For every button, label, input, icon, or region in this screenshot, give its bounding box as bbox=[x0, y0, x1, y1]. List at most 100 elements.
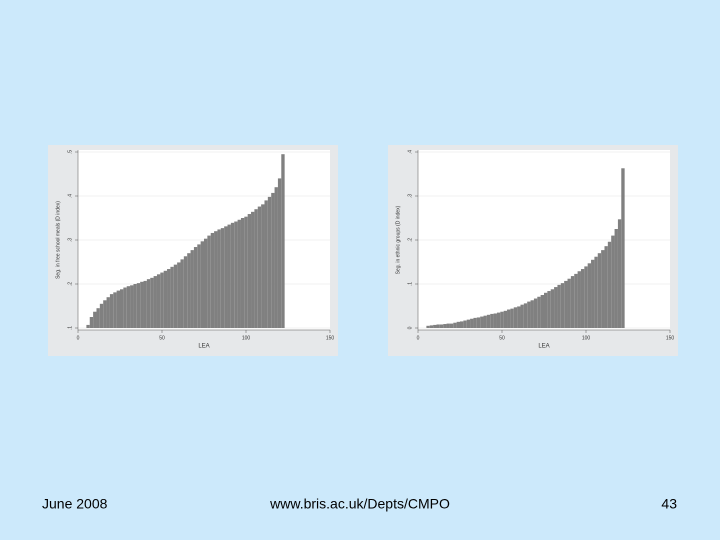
bar bbox=[224, 226, 228, 328]
bar bbox=[601, 250, 605, 328]
bar bbox=[244, 216, 248, 328]
bar bbox=[126, 286, 131, 328]
bar bbox=[473, 317, 477, 328]
x-tick-label: 0 bbox=[77, 335, 80, 341]
y-tick-label: .3 bbox=[67, 238, 73, 242]
bar bbox=[594, 256, 598, 328]
bar bbox=[167, 269, 171, 328]
bar bbox=[240, 218, 245, 328]
footer-url: www.bris.ac.uk/Depts/CMPO bbox=[269, 496, 450, 512]
bar bbox=[123, 287, 127, 328]
bar bbox=[443, 324, 447, 328]
bar bbox=[540, 295, 544, 328]
y-axis-label: Seg. in ethnic groups (D index) bbox=[395, 205, 401, 274]
bar bbox=[463, 320, 467, 328]
bar bbox=[140, 281, 144, 328]
bar bbox=[520, 304, 524, 328]
y-tick-label: .1 bbox=[67, 326, 73, 330]
bar bbox=[170, 266, 174, 328]
bar bbox=[577, 271, 581, 328]
bar bbox=[500, 311, 504, 328]
bar bbox=[607, 241, 612, 328]
y-tick-label: .4 bbox=[407, 150, 413, 154]
bar bbox=[591, 259, 595, 328]
bar bbox=[433, 324, 437, 328]
bar bbox=[190, 250, 194, 328]
bar bbox=[143, 280, 147, 328]
bar bbox=[456, 321, 460, 328]
bar bbox=[277, 178, 282, 328]
bar bbox=[193, 247, 198, 328]
x-axis-label: LEA bbox=[198, 344, 209, 350]
bar bbox=[281, 154, 285, 328]
bar bbox=[116, 290, 120, 328]
bar bbox=[621, 168, 625, 328]
bar bbox=[109, 294, 114, 328]
bar bbox=[264, 200, 268, 328]
bar bbox=[271, 192, 275, 328]
bar bbox=[197, 244, 201, 328]
bar bbox=[177, 262, 181, 328]
bar bbox=[251, 211, 255, 328]
bar bbox=[614, 229, 618, 328]
bar bbox=[436, 324, 440, 328]
bar bbox=[486, 314, 491, 328]
bar bbox=[587, 263, 592, 328]
footer-date: June 2008 bbox=[42, 496, 108, 512]
bar bbox=[503, 310, 508, 328]
bar bbox=[173, 264, 178, 328]
bar bbox=[476, 317, 481, 328]
x-tick-label: 0 bbox=[417, 335, 420, 341]
bar bbox=[439, 324, 444, 328]
y-tick-label: .2 bbox=[407, 238, 413, 242]
bar bbox=[510, 308, 514, 328]
bar bbox=[597, 253, 602, 328]
bar bbox=[550, 289, 555, 328]
bar bbox=[200, 241, 204, 328]
bar bbox=[429, 325, 434, 328]
bar bbox=[150, 277, 154, 328]
bar bbox=[611, 235, 615, 328]
bar bbox=[207, 235, 211, 328]
bar bbox=[527, 301, 531, 328]
bar bbox=[537, 296, 541, 328]
bar bbox=[480, 316, 484, 328]
bar bbox=[274, 187, 278, 328]
x-tick-label: 150 bbox=[666, 335, 675, 341]
bar bbox=[533, 298, 538, 328]
y-tick-label: 0 bbox=[407, 326, 413, 329]
x-tick-label: 50 bbox=[499, 335, 505, 341]
bar bbox=[547, 291, 551, 328]
x-tick-label: 150 bbox=[326, 335, 335, 341]
x-tick-label: 100 bbox=[582, 335, 591, 341]
bar bbox=[247, 214, 252, 328]
bar bbox=[257, 206, 262, 328]
bar bbox=[227, 224, 231, 328]
bar bbox=[160, 272, 164, 328]
bar bbox=[254, 209, 258, 328]
bar bbox=[544, 292, 548, 328]
bar bbox=[617, 219, 622, 328]
y-tick-label: .1 bbox=[407, 282, 413, 286]
bar bbox=[220, 228, 225, 328]
bar bbox=[517, 306, 521, 328]
bar bbox=[580, 269, 585, 328]
bar bbox=[217, 229, 221, 328]
bar bbox=[96, 308, 100, 328]
bar bbox=[567, 278, 571, 328]
bar bbox=[267, 196, 272, 328]
x-tick-label: 100 bbox=[242, 335, 251, 341]
bar bbox=[163, 270, 168, 328]
bar bbox=[426, 325, 430, 328]
y-tick-label: .3 bbox=[407, 194, 413, 198]
bar bbox=[523, 303, 528, 328]
bar bbox=[214, 231, 218, 328]
bar bbox=[570, 276, 575, 328]
bar bbox=[554, 287, 558, 328]
bar bbox=[103, 300, 107, 328]
bar bbox=[453, 322, 457, 328]
bar bbox=[530, 300, 534, 328]
bar bbox=[136, 283, 141, 328]
y-tick-label: .2 bbox=[67, 282, 73, 286]
